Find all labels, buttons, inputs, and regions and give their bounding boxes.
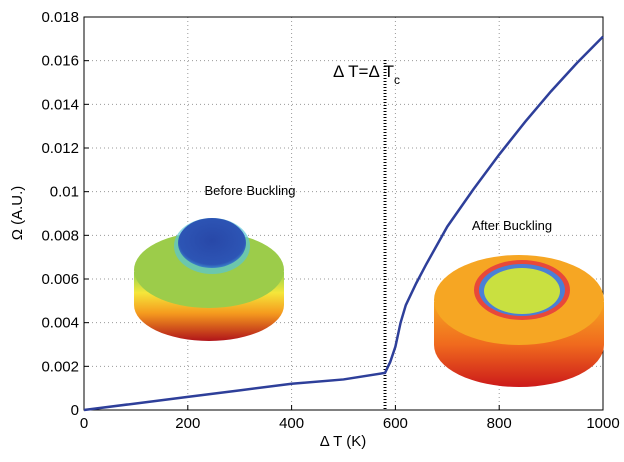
annotation-sub: c — [394, 73, 400, 87]
y-tick-label: 0.016 — [41, 53, 79, 70]
annotation: Δ T=Δ Tc — [333, 62, 400, 87]
y-axis-label: Ω (A.U.) — [9, 186, 26, 241]
annotation-text: Δ T=Δ T — [333, 62, 394, 81]
plot-area: 0 0.002 0.004 0.006 0.008 0.01 0.012 0.014 0.016… — [41, 9, 619, 432]
y-tick-label: 0.006 — [41, 271, 79, 288]
y-tick-label: 0.01 — [50, 184, 79, 201]
y-tick-label: 0.018 — [41, 9, 79, 26]
data-line — [83, 35, 604, 412]
inset-label: After Buckling — [472, 218, 552, 233]
x-tick-label: 1000 — [586, 415, 619, 432]
inset-label: Before Buckling — [204, 183, 295, 198]
inset-after — [434, 255, 604, 387]
x-tick-label: 600 — [383, 415, 408, 432]
y-tick-label: 0.012 — [41, 140, 79, 157]
x-tick-label: 400 — [279, 415, 304, 432]
x-axis-label: Δ T (K) — [320, 433, 366, 450]
y-tick-label: 0.014 — [41, 96, 79, 113]
y-tick-label: 0.008 — [41, 227, 79, 244]
x-tick-label: 0 — [80, 415, 88, 432]
y-tick-label: 0 — [71, 402, 79, 419]
inset-before — [134, 218, 284, 341]
x-tick-label: 800 — [487, 415, 512, 432]
axes-box — [83, 16, 604, 411]
y-tick-label: 0.004 — [41, 315, 79, 332]
y-tick-label: 0.002 — [41, 358, 79, 375]
x-tick-label: 200 — [175, 415, 200, 432]
